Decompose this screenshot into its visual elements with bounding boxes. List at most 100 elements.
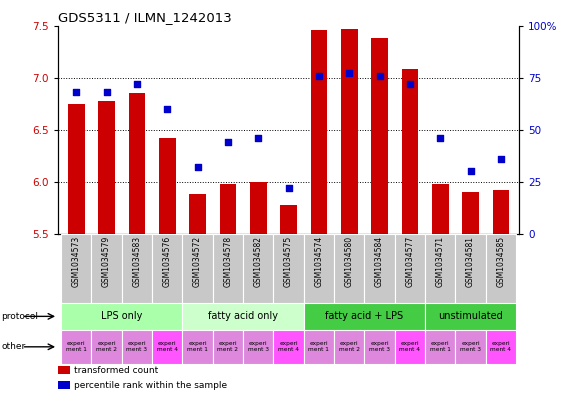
Text: transformed count: transformed count (74, 366, 158, 375)
Bar (250, 182, 267, 234)
Text: GSM1034585: GSM1034585 (496, 236, 505, 287)
Text: experi
ment 4: experi ment 4 (491, 342, 512, 352)
Text: other: other (1, 342, 26, 351)
Bar (462, 192, 479, 234)
Bar (485, 234, 516, 303)
Bar (61, 330, 92, 364)
Text: experi
ment 1: experi ment 1 (66, 342, 86, 352)
Bar (485, 330, 516, 364)
Text: unstimulated: unstimulated (438, 311, 503, 321)
Text: experi
ment 2: experi ment 2 (96, 342, 117, 352)
Text: GSM1034581: GSM1034581 (466, 236, 475, 287)
Bar (273, 234, 304, 303)
Text: GSM1034580: GSM1034580 (345, 236, 354, 287)
Bar (334, 330, 364, 364)
Bar (432, 184, 448, 234)
Point (375, 72, 384, 79)
Bar (341, 29, 357, 234)
Bar (61, 234, 92, 303)
Bar (243, 234, 273, 303)
Point (102, 89, 111, 95)
Text: GSM1034578: GSM1034578 (223, 236, 233, 287)
Bar (182, 330, 213, 364)
Text: percentile rank within the sample: percentile rank within the sample (74, 381, 227, 390)
Bar (58, 366, 70, 375)
Point (436, 135, 445, 141)
Bar (273, 330, 304, 364)
Bar (58, 381, 70, 389)
Bar (92, 330, 122, 364)
Point (253, 135, 263, 141)
Bar (425, 303, 516, 330)
Text: GSM1034573: GSM1034573 (72, 236, 81, 287)
Bar (425, 330, 455, 364)
Text: experi
ment 3: experi ment 3 (248, 342, 269, 352)
Bar (304, 303, 425, 330)
Point (162, 106, 172, 112)
Point (496, 156, 506, 162)
Bar (98, 101, 115, 234)
Point (71, 89, 81, 95)
Text: experi
ment 4: experi ment 4 (157, 342, 177, 352)
Text: experi
ment 1: experi ment 1 (187, 342, 208, 352)
Text: fatty acid + LPS: fatty acid + LPS (325, 311, 404, 321)
Bar (492, 190, 509, 234)
Text: experi
ment 2: experi ment 2 (339, 342, 360, 352)
Bar (152, 234, 182, 303)
Bar (182, 234, 213, 303)
Point (193, 164, 202, 170)
Text: experi
ment 3: experi ment 3 (369, 342, 390, 352)
Text: GSM1034582: GSM1034582 (253, 236, 263, 287)
Text: GSM1034577: GSM1034577 (405, 236, 414, 287)
Point (284, 185, 293, 191)
Text: GSM1034572: GSM1034572 (193, 236, 202, 287)
Bar (213, 330, 243, 364)
Bar (371, 38, 388, 234)
Bar (213, 234, 243, 303)
Text: experi
ment 4: experi ment 4 (278, 342, 299, 352)
Bar (129, 93, 145, 234)
Text: protocol: protocol (1, 312, 38, 321)
Bar (68, 104, 85, 234)
Bar (304, 330, 334, 364)
Bar (220, 184, 236, 234)
Text: experi
ment 1: experi ment 1 (430, 342, 451, 352)
Bar (455, 330, 485, 364)
Text: GSM1034576: GSM1034576 (163, 236, 172, 287)
Point (345, 70, 354, 77)
Bar (455, 234, 485, 303)
Text: experi
ment 3: experi ment 3 (460, 342, 481, 352)
Bar (122, 234, 152, 303)
Text: experi
ment 1: experi ment 1 (309, 342, 329, 352)
Text: GSM1034584: GSM1034584 (375, 236, 384, 287)
Text: experi
ment 2: experi ment 2 (218, 342, 238, 352)
Point (314, 72, 324, 79)
Point (223, 139, 233, 145)
Text: fatty acid only: fatty acid only (208, 311, 278, 321)
Bar (364, 234, 395, 303)
Bar (122, 330, 152, 364)
Bar (304, 234, 334, 303)
Text: experi
ment 3: experi ment 3 (126, 342, 147, 352)
Bar (92, 234, 122, 303)
Bar (182, 303, 304, 330)
Text: GSM1034575: GSM1034575 (284, 236, 293, 287)
Bar (280, 205, 297, 234)
Bar (364, 330, 395, 364)
Text: GSM1034579: GSM1034579 (102, 236, 111, 287)
Bar (395, 234, 425, 303)
Bar (189, 194, 206, 234)
Bar (159, 138, 176, 234)
Bar (243, 330, 273, 364)
Text: experi
ment 4: experi ment 4 (400, 342, 420, 352)
Point (405, 81, 415, 87)
Bar (61, 303, 182, 330)
Point (132, 81, 142, 87)
Bar (334, 234, 364, 303)
Bar (310, 30, 327, 234)
Point (466, 168, 475, 174)
Bar (395, 330, 425, 364)
Text: GDS5311 / ILMN_1242013: GDS5311 / ILMN_1242013 (58, 11, 232, 24)
Text: GSM1034571: GSM1034571 (436, 236, 445, 287)
Bar (401, 69, 418, 234)
